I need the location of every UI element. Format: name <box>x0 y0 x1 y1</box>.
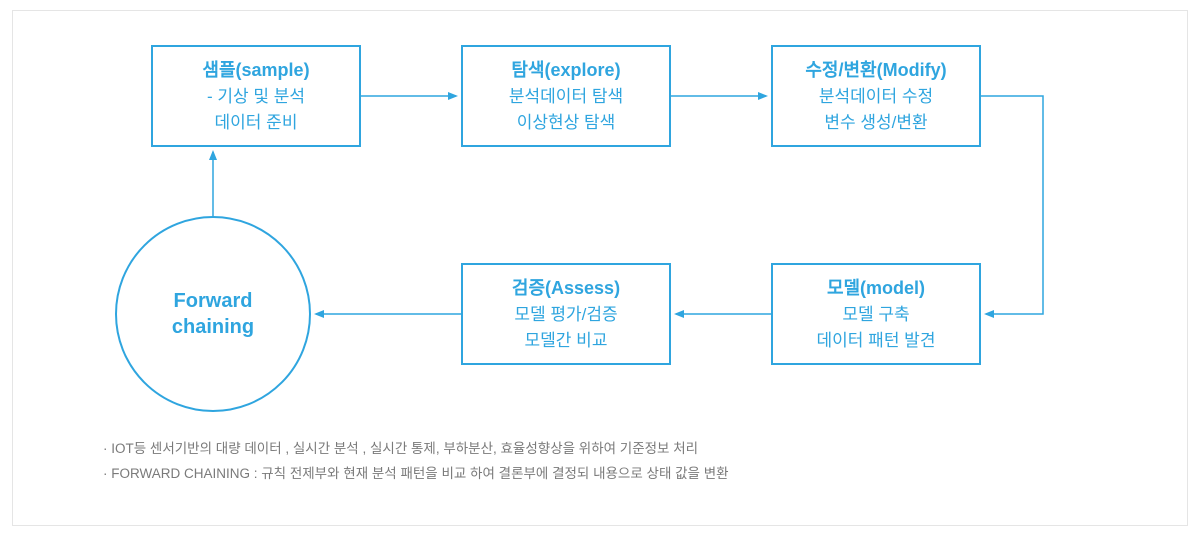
node-explore-line1: 분석데이터 탐색 <box>509 84 623 110</box>
node-model-title: 모델(model) <box>827 275 925 302</box>
node-assess-line1: 모델 평가/검증 <box>514 302 617 328</box>
node-explore-title: 탐색(explore) <box>511 57 620 84</box>
node-model-line1: 모델 구축 <box>842 302 909 328</box>
node-explore: 탐색(explore) 분석데이터 탐색 이상현상 탐색 <box>461 45 671 147</box>
node-modify-line1: 분석데이터 수정 <box>819 84 933 110</box>
node-explore-line2: 이상현상 탐색 <box>517 110 616 136</box>
footnote-1: IOT등 센서기반의 대량 데이터 , 실시간 분석 , 실시간 통제, 부하분… <box>103 436 729 462</box>
node-assess-title: 검증(Assess) <box>512 275 620 302</box>
footnote-2: FORWARD CHAINING : 규칙 전제부와 현재 분석 패턴을 비교 … <box>103 461 729 487</box>
node-model: 모델(model) 모델 구축 데이터 패턴 발견 <box>771 263 981 365</box>
node-assess: 검증(Assess) 모델 평가/검증 모델간 비교 <box>461 263 671 365</box>
node-sample-line2: 데이터 준비 <box>215 110 298 136</box>
node-sample: 샘플(sample) - 기상 및 분석 데이터 준비 <box>151 45 361 147</box>
node-sample-line1: - 기상 및 분석 <box>207 84 305 110</box>
node-modify-line2: 변수 생성/변환 <box>824 110 927 136</box>
node-sample-title: 샘플(sample) <box>202 57 309 84</box>
circle-line1: Forward <box>174 288 253 314</box>
diagram-frame: 샘플(sample) - 기상 및 분석 데이터 준비 탐색(explore) … <box>12 10 1188 526</box>
node-modify-title: 수정/변환(Modify) <box>805 57 946 84</box>
node-model-line2: 데이터 패턴 발견 <box>817 328 936 354</box>
footnotes: IOT등 센서기반의 대량 데이터 , 실시간 분석 , 실시간 통제, 부하분… <box>103 436 729 487</box>
node-forward-chaining: Forward chaining <box>115 216 311 412</box>
circle-line2: chaining <box>172 314 254 340</box>
node-modify: 수정/변환(Modify) 분석데이터 수정 변수 생성/변환 <box>771 45 981 147</box>
edge-modify-to-model <box>981 96 1043 314</box>
node-assess-line2: 모델간 비교 <box>525 328 608 354</box>
